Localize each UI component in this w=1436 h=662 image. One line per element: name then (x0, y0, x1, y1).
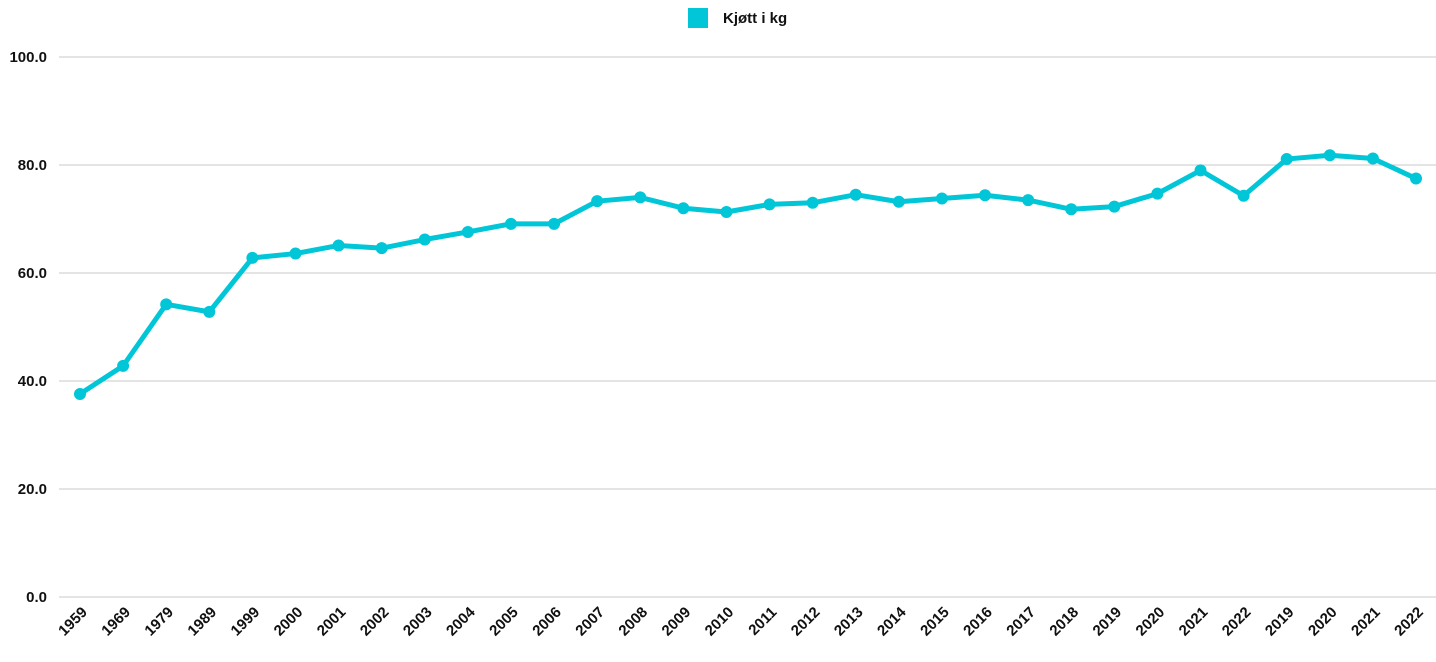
data-point (591, 195, 604, 208)
data-point (892, 195, 905, 208)
data-point (203, 305, 216, 318)
x-tick-label: 2019 (1090, 604, 1126, 640)
x-tick-label: 2014 (874, 603, 910, 639)
data-point (289, 247, 302, 260)
data-point (849, 188, 862, 201)
data-point (979, 189, 992, 202)
x-tick-label: 2008 (615, 604, 651, 640)
data-point (634, 191, 647, 204)
data-point (763, 198, 776, 211)
data-point (461, 225, 474, 238)
data-point (677, 202, 690, 215)
x-tick-label: 2020 (1305, 604, 1341, 640)
legend-swatch (688, 8, 708, 28)
x-tick-label: 2020 (1133, 604, 1169, 640)
data-point (1108, 200, 1121, 213)
data-point (1022, 194, 1035, 207)
data-point (504, 217, 517, 230)
x-tick-label: 1989 (184, 604, 220, 640)
x-tick-label: 2017 (1003, 604, 1039, 640)
y-tick-label: 80.0 (18, 157, 47, 174)
data-point (1323, 149, 1336, 162)
x-tick-label: 2021 (1176, 604, 1212, 640)
x-tick-label: 2003 (400, 604, 436, 640)
x-tick-label: 2018 (1046, 604, 1082, 640)
x-tick-label: 2019 (1262, 604, 1298, 640)
x-tick-label: 2012 (788, 604, 824, 640)
x-tick-label: 2000 (271, 604, 307, 640)
x-tick-label: 2005 (486, 604, 522, 640)
y-tick-label: 40.0 (18, 373, 47, 390)
y-tick-label: 100.0 (9, 49, 47, 66)
x-tick-label: 2016 (960, 604, 996, 640)
data-point (418, 233, 431, 246)
chart-legend: Kjøtt i kg (688, 7, 787, 29)
x-tick-label: 1979 (141, 604, 177, 640)
legend-label: Kjøtt i kg (723, 9, 788, 27)
data-point (935, 192, 948, 205)
x-tick-label: 2013 (831, 604, 867, 640)
x-tick-label: 1999 (228, 604, 264, 640)
x-tick-label: 2009 (659, 604, 695, 640)
x-tick-label: 1959 (55, 604, 91, 640)
data-point (1065, 203, 1078, 216)
x-tick-label: 2007 (572, 604, 608, 640)
x-tick-label: 2022 (1219, 604, 1255, 640)
y-tick-label: 20.0 (18, 481, 47, 498)
data-point (375, 242, 388, 255)
series-line (77, 152, 1419, 397)
data-point (160, 298, 173, 311)
x-tick-label: 2004 (443, 603, 479, 639)
x-tick-label: 2021 (1348, 604, 1384, 640)
data-point (806, 196, 819, 209)
data-point (1194, 164, 1207, 177)
x-tick-label: 2006 (529, 604, 565, 640)
x-tick-label: 2015 (917, 604, 953, 640)
data-point (720, 205, 733, 218)
x-tick-label: 2002 (357, 604, 393, 640)
data-point (548, 217, 561, 230)
x-tick-label: 2010 (702, 604, 738, 640)
data-point (1366, 152, 1379, 165)
data-point (332, 239, 345, 252)
x-tick-label: 2001 (314, 604, 350, 640)
y-tick-label: 60.0 (18, 265, 47, 282)
data-point (246, 251, 259, 264)
data-point (74, 387, 86, 400)
data-point (1237, 189, 1250, 202)
data-point (1410, 172, 1422, 185)
x-tick-label: 2022 (1391, 604, 1427, 640)
x-tick-label: 2011 (745, 604, 780, 639)
data-point (1280, 153, 1293, 166)
y-tick-label: 0.0 (26, 589, 47, 606)
data-point (117, 359, 130, 372)
data-point (1151, 187, 1164, 200)
x-tick-label: 1969 (98, 604, 134, 640)
